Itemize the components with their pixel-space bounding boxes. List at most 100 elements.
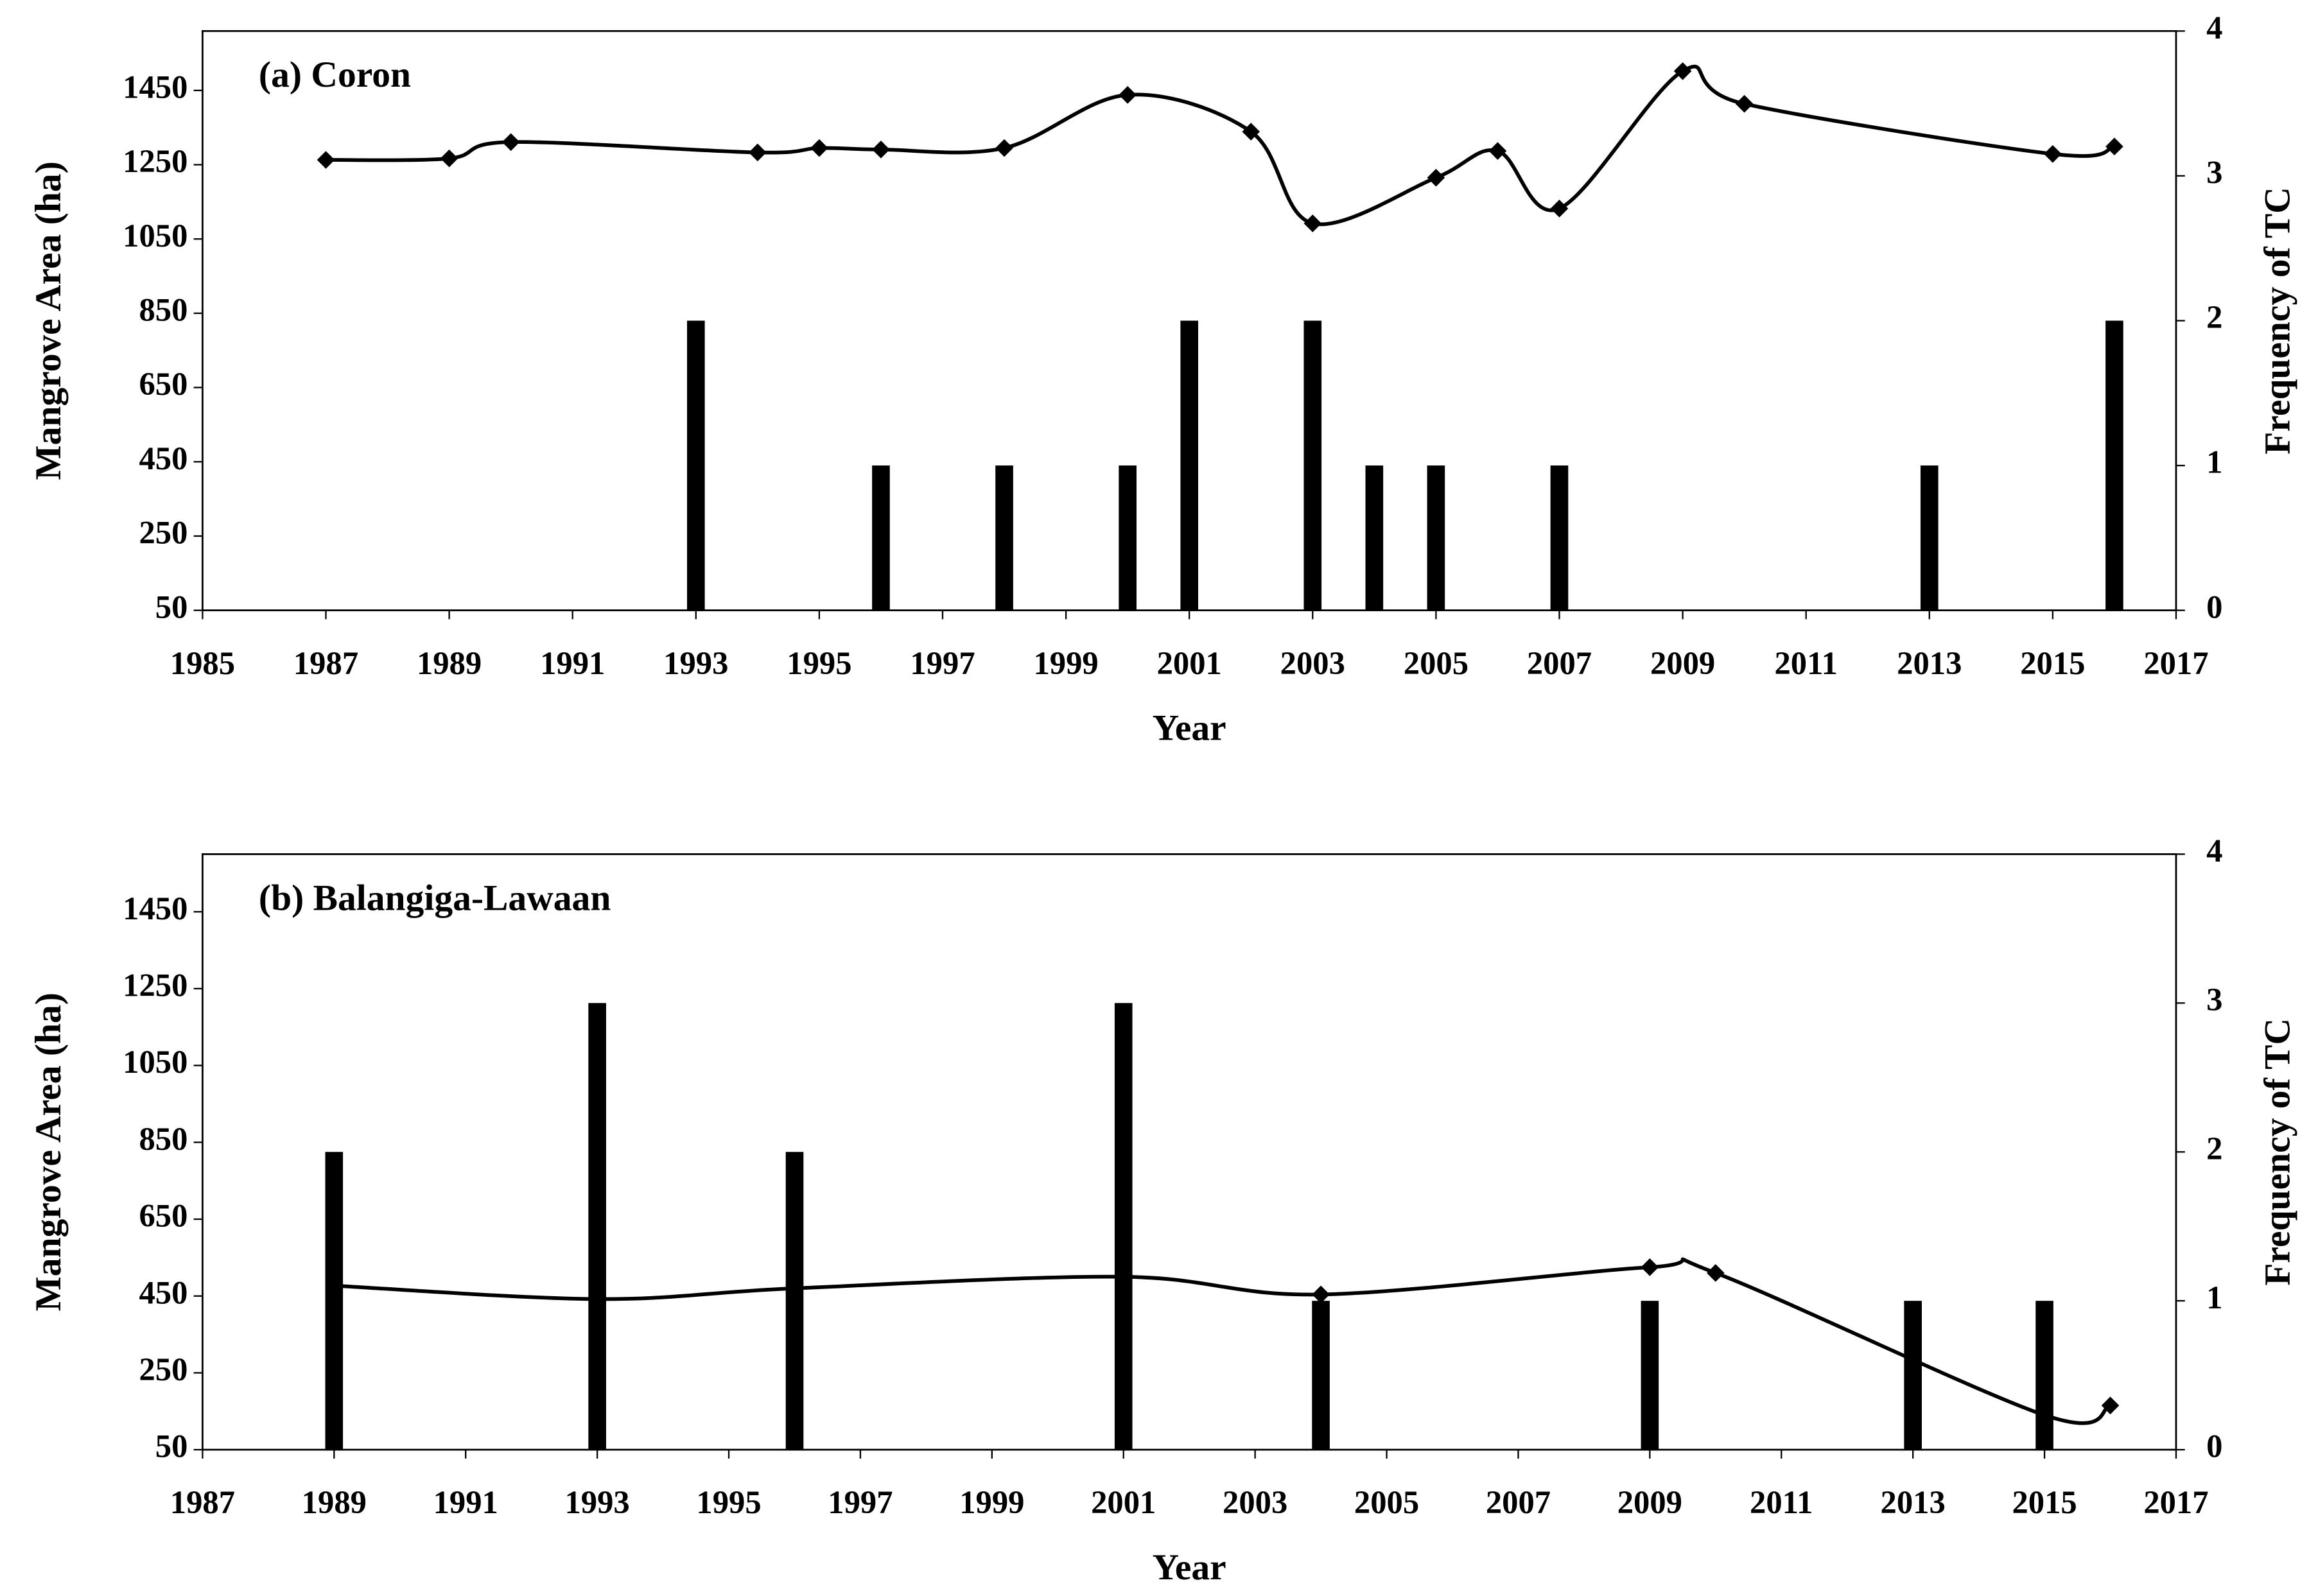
bar [325, 1152, 344, 1450]
point [2101, 1396, 2120, 1415]
point [872, 141, 890, 159]
bar [2035, 1301, 2053, 1450]
y-tick-label: 1250 [123, 967, 187, 1003]
y2-tick-label: 2 [2206, 1131, 2222, 1167]
x-tick-label: 2011 [1774, 645, 1837, 681]
y-tick-label: 50 [155, 589, 188, 625]
x-tick-label: 1997 [828, 1484, 893, 1520]
y2-axis-label: Frequency of TC [2258, 1018, 2298, 1286]
chart-title: (b) Balangiga-Lawaan [259, 878, 611, 918]
plot-frame [202, 853, 2177, 1451]
y2-tick-label: 3 [2206, 155, 2222, 191]
x-tick-label: 2001 [1157, 645, 1222, 681]
x-tick-label: 1987 [170, 1484, 235, 1520]
bar [1119, 465, 1137, 611]
y-axis-label: Mangrove Area (ha) [28, 161, 69, 480]
x-axis-label: Year [1153, 708, 1226, 749]
y-tick-label: 650 [139, 1198, 187, 1234]
bar [2105, 320, 2123, 611]
bar [1303, 320, 1322, 611]
point [1312, 1285, 1330, 1304]
bar [1427, 465, 1445, 611]
y-tick-label: 1450 [123, 69, 187, 105]
bar [1180, 320, 1199, 611]
y-tick-label: 250 [139, 515, 187, 551]
y2-tick-label: 3 [2206, 982, 2222, 1018]
point [749, 143, 767, 162]
y2-tick-label: 0 [2206, 1428, 2222, 1464]
y-tick-label: 850 [139, 292, 187, 328]
x-tick-label: 1993 [663, 645, 728, 681]
y2-axis-label: Frequency of TC [2258, 187, 2298, 455]
x-tick-label: 1995 [787, 645, 851, 681]
x-tick-label: 1999 [959, 1484, 1024, 1520]
x-tick-label: 2001 [1091, 1484, 1156, 1520]
point [2044, 144, 2062, 163]
x-tick-label: 2005 [1404, 645, 1468, 681]
x-tick-label: 2013 [1897, 645, 1962, 681]
y2-tick-label: 1 [2206, 1279, 2222, 1315]
point [1735, 94, 1754, 113]
point [1707, 1264, 1725, 1282]
x-tick-label: 2013 [1881, 1484, 1946, 1520]
point [1673, 62, 1692, 80]
x-tick-label: 2007 [1527, 645, 1592, 681]
point [1119, 86, 1137, 104]
point [1427, 169, 1445, 187]
y-tick-label: 50 [155, 1428, 188, 1464]
point [810, 139, 828, 157]
x-tick-label: 2003 [1223, 1484, 1287, 1520]
y2-tick-label: 2 [2206, 299, 2222, 335]
bar [588, 1003, 606, 1450]
point [317, 151, 335, 169]
y-tick-label: 1250 [123, 143, 187, 179]
bar [995, 465, 1013, 611]
y-tick-label: 1050 [123, 218, 187, 254]
y2-tick-label: 4 [2206, 833, 2222, 869]
bar [1920, 465, 1939, 611]
y-tick-label: 250 [139, 1351, 187, 1387]
x-tick-label: 2017 [2143, 645, 2208, 681]
x-tick-label: 1985 [170, 645, 235, 681]
bar [1641, 1301, 1659, 1450]
x-tick-label: 2003 [1280, 645, 1345, 681]
x-tick-label: 1995 [696, 1484, 761, 1520]
bar [785, 1152, 804, 1450]
point [2105, 137, 2123, 156]
bar [1550, 465, 1569, 611]
bar [1904, 1301, 1922, 1450]
x-axis-label: Year [1153, 1547, 1226, 1588]
bar [872, 465, 890, 611]
point [1641, 1258, 1659, 1276]
y2-tick-label: 4 [2206, 10, 2222, 46]
y-tick-label: 450 [139, 440, 187, 476]
bar [1312, 1301, 1330, 1450]
x-tick-label: 1987 [293, 645, 358, 681]
x-tick-label: 1999 [1033, 645, 1098, 681]
y-axis-label: Mangrove Area (ha) [28, 993, 69, 1311]
y-tick-label: 650 [139, 366, 187, 402]
point [1488, 142, 1507, 160]
y-tick-label: 1450 [123, 890, 187, 926]
x-tick-label: 2005 [1354, 1484, 1419, 1520]
bar [686, 320, 705, 611]
line [326, 64, 2115, 227]
y-tick-label: 1050 [123, 1044, 187, 1080]
x-tick-label: 2015 [2020, 645, 2085, 681]
chart-title: (a) Coron [259, 55, 411, 95]
x-tick-label: 2009 [1650, 645, 1715, 681]
y2-tick-label: 1 [2206, 444, 2222, 480]
y-tick-label: 450 [139, 1274, 187, 1310]
x-tick-label: 1997 [910, 645, 975, 681]
x-tick-label: 2017 [2143, 1484, 2208, 1520]
x-tick-label: 2007 [1486, 1484, 1551, 1520]
point [995, 139, 1013, 157]
point [1550, 200, 1569, 218]
y-tick-label: 850 [139, 1121, 187, 1157]
x-tick-label: 1989 [302, 1484, 367, 1520]
bar [1114, 1003, 1133, 1450]
x-tick-label: 2015 [2012, 1484, 2077, 1520]
x-tick-label: 1991 [540, 645, 605, 681]
